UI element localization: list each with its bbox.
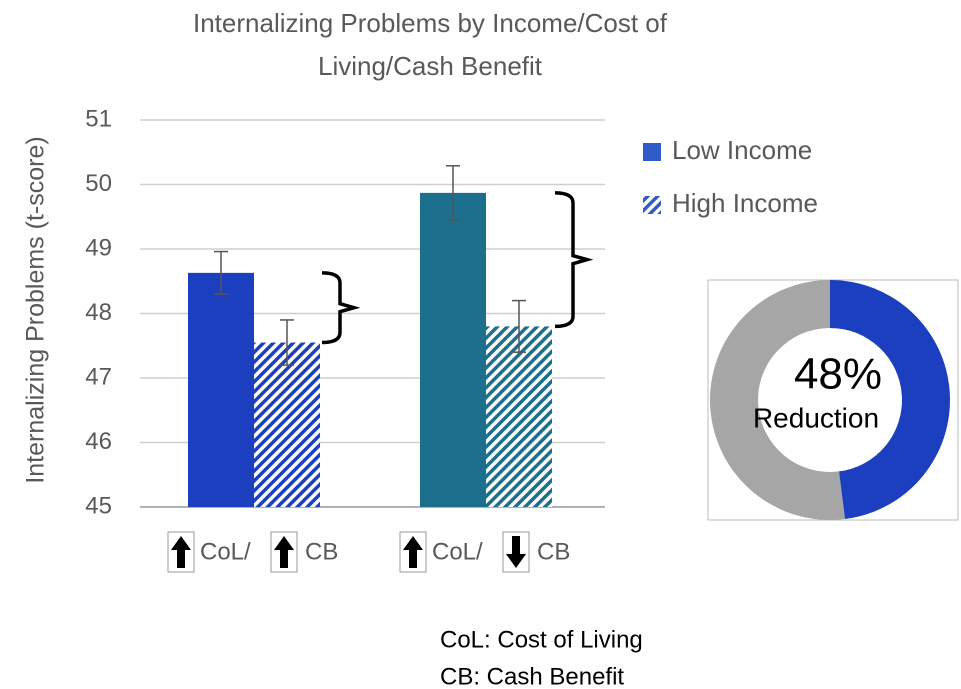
bar	[254, 342, 320, 507]
legend-swatch	[643, 196, 661, 214]
donut-value-label: 48%	[794, 350, 882, 399]
donut-remainder	[710, 280, 846, 520]
error-bar	[446, 165, 460, 221]
bar	[486, 326, 552, 507]
arrow-icon	[270, 531, 298, 573]
y-tick-label: 48	[85, 299, 112, 326]
chart-title: Living/Cash Benefit	[318, 51, 543, 81]
arrow	[274, 536, 294, 568]
y-axis-label: Internalizing Problems (t-score)	[22, 136, 50, 483]
y-tick-label: 46	[85, 428, 112, 455]
bar	[188, 272, 254, 507]
donut-label: Reduction	[753, 402, 879, 433]
bracket	[554, 191, 594, 329]
y-tick-label: 51	[85, 105, 112, 132]
arrow	[171, 536, 191, 568]
chart-title: Internalizing Problems by Income/Cost of	[193, 8, 668, 38]
x-tick-label: CB	[305, 538, 338, 565]
arrow-icon	[502, 531, 530, 573]
arrow-icon	[167, 531, 195, 573]
footnote: CB: Cash Benefit	[440, 663, 624, 689]
y-tick-label: 45	[85, 492, 112, 519]
arrow	[403, 536, 423, 568]
arrow-icon	[399, 531, 427, 573]
y-tick-label: 49	[85, 234, 112, 261]
legend-label: High Income	[672, 188, 818, 218]
bar	[420, 192, 486, 507]
y-tick-label: 47	[85, 363, 112, 390]
bracket	[321, 271, 361, 345]
error-bar	[214, 250, 228, 295]
error-bar	[280, 319, 294, 366]
legend-label: Low Income	[672, 135, 812, 165]
x-tick-label: CB	[537, 538, 570, 565]
x-tick-label: CoL/	[200, 538, 251, 565]
footnote: CoL: Cost of Living	[440, 626, 643, 653]
legend-swatch	[643, 143, 661, 161]
donut-segment	[830, 280, 951, 520]
y-tick-label: 50	[85, 170, 112, 197]
arrow	[506, 536, 526, 568]
x-tick-label: CoL/	[432, 538, 483, 565]
error-bar	[512, 299, 526, 353]
